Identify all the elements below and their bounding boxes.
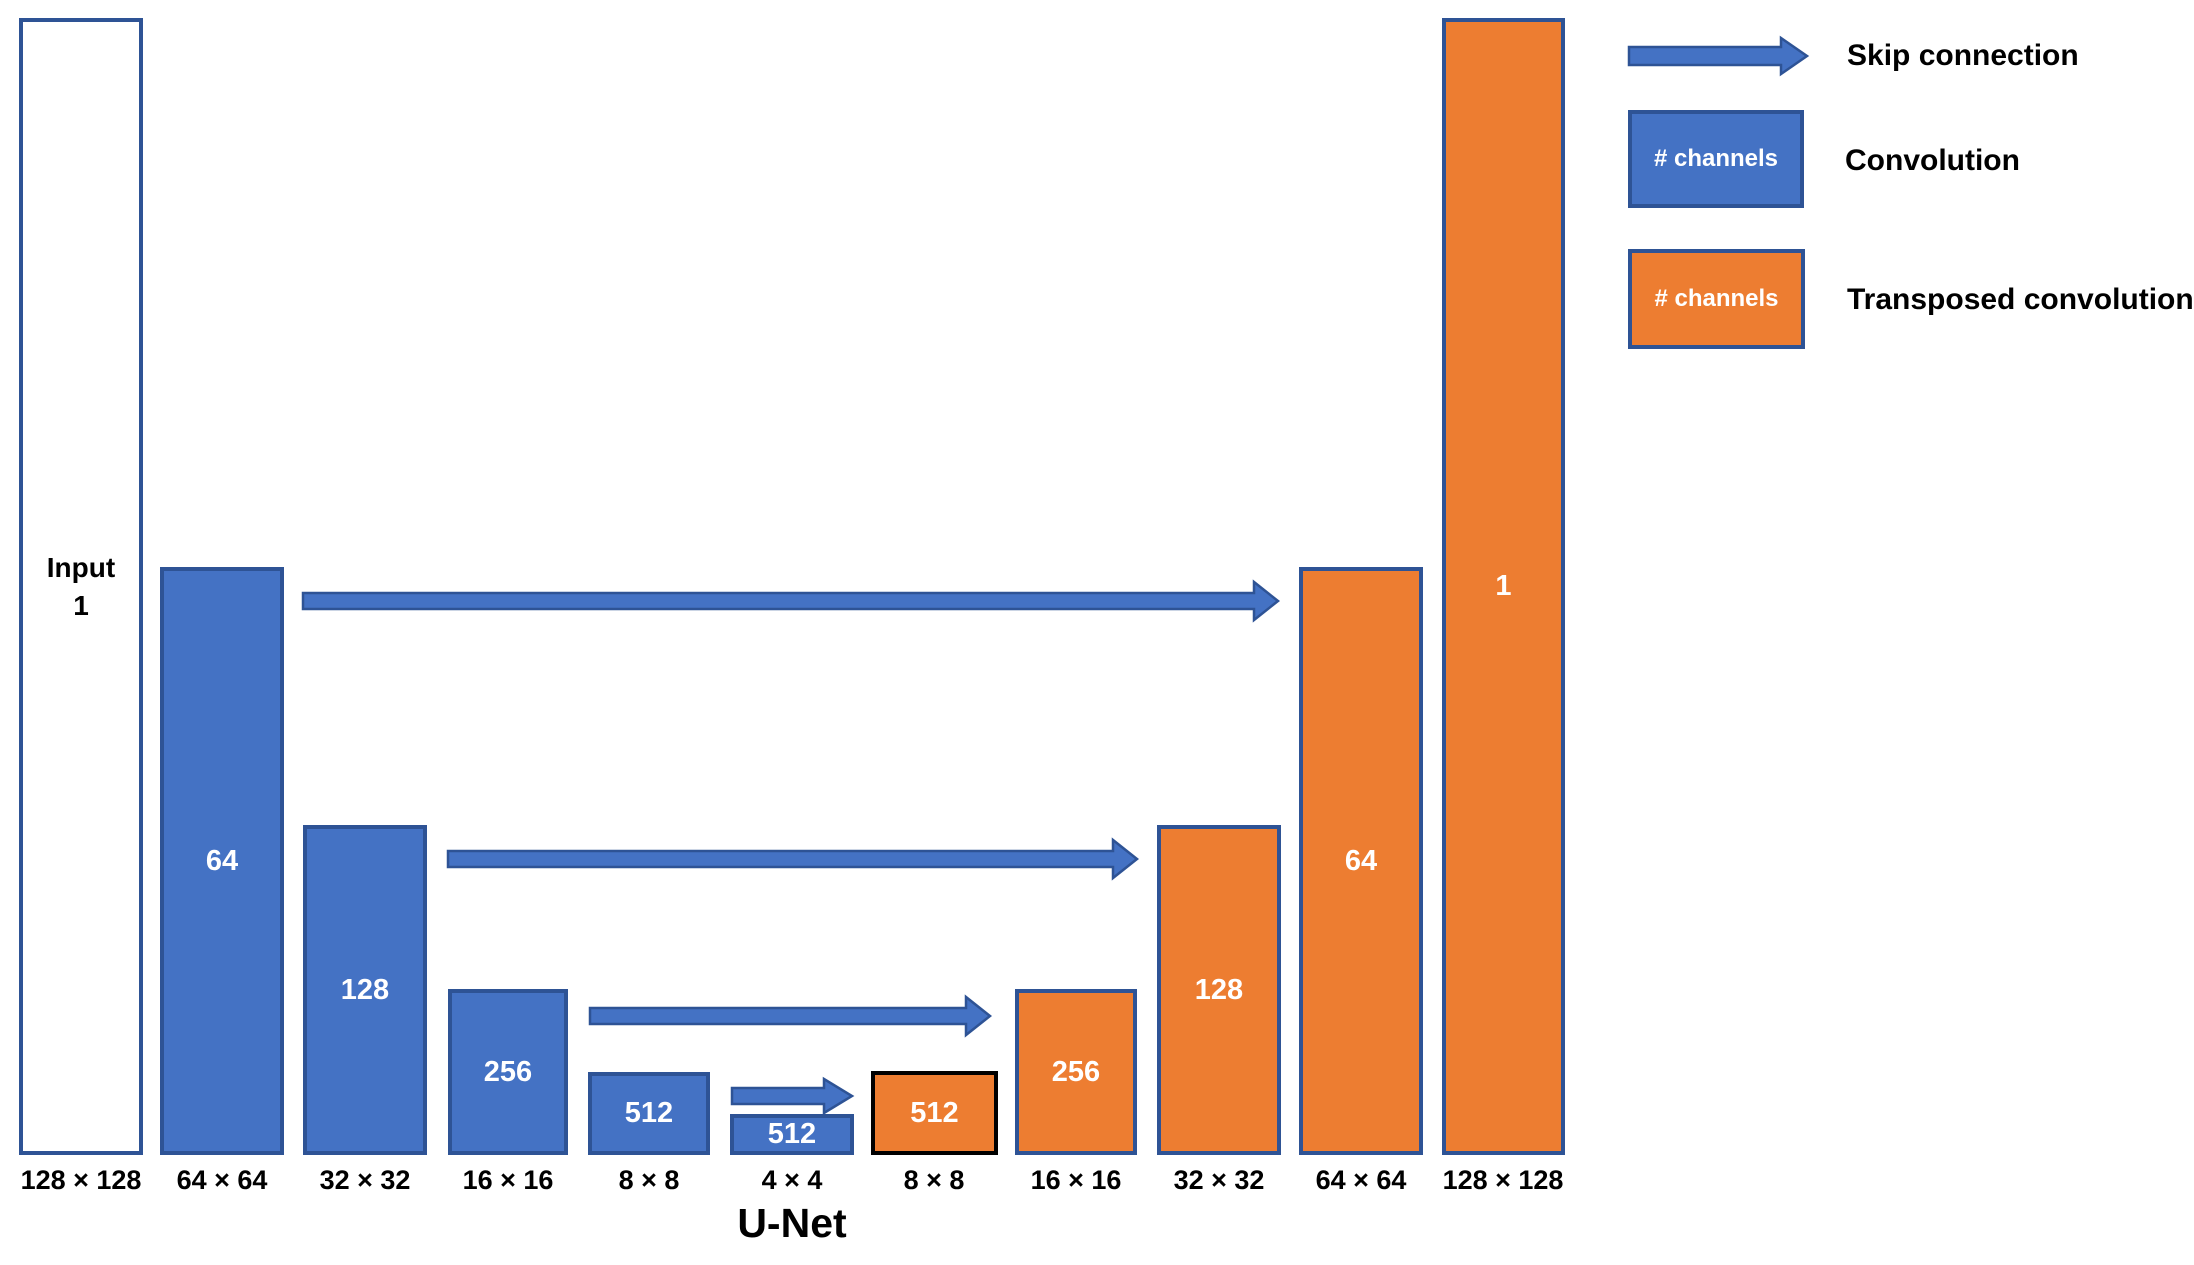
size-label-tconv128: 32 × 32	[1173, 1165, 1265, 1195]
conv-block-512: 512	[588, 1072, 710, 1155]
conv-block-128-channels: 128	[340, 973, 390, 1006]
skip-connection-arrow-level2	[446, 837, 1140, 881]
size-label-conv512: 8 × 8	[618, 1165, 680, 1195]
output-block-1: 1	[1442, 18, 1565, 1155]
size-label-tconv64: 64 × 64	[1315, 1165, 1407, 1195]
size-label-output: 128 × 128	[1442, 1165, 1564, 1195]
input-block-label-line1: Input	[46, 551, 116, 583]
output-block-1-channels: 1	[1495, 570, 1512, 602]
input-block-label-line2: 1	[73, 589, 89, 621]
legend-convolution-swatch: # channels	[1628, 110, 1804, 208]
size-label-conv128: 32 × 32	[319, 1165, 411, 1195]
input-block: Input 1	[19, 18, 143, 1155]
legend-convolution-label: Convolution	[1845, 144, 2020, 177]
tconv-block-256: 256	[1015, 989, 1137, 1155]
legend-transposed-label: Transposed convolution	[1847, 283, 2194, 316]
tconv-block-64-channels: 64	[1344, 844, 1378, 877]
tconv-block-256-channels: 256	[1051, 1055, 1101, 1088]
conv-block-512-channels: 512	[624, 1097, 674, 1129]
skip-connection-arrow-level3	[588, 994, 993, 1038]
legend-transposed-swatch-text: # channels	[1654, 285, 1779, 312]
size-label-conv64: 64 × 64	[176, 1165, 268, 1195]
size-label-tconv256: 16 × 16	[1030, 1165, 1122, 1195]
size-label-input: 128 × 128	[20, 1165, 142, 1195]
conv-block-256-channels: 256	[483, 1055, 533, 1088]
conv-block-64-channels: 64	[205, 844, 239, 877]
tconv-block-64: 64	[1299, 567, 1423, 1155]
skip-connection-arrow-level4	[730, 1076, 855, 1116]
tconv-block-512-channels: 512	[910, 1096, 959, 1129]
diagram-title: U-Net	[737, 1200, 847, 1246]
conv-block-128: 128	[303, 825, 427, 1155]
skip-connection-arrow-level1	[301, 579, 1281, 623]
legend-transposed-swatch: # channels	[1628, 249, 1805, 349]
legend-skip-arrow-icon	[1627, 35, 1810, 77]
tconv-block-128: 128	[1157, 825, 1281, 1155]
tconv-block-512: 512	[871, 1071, 998, 1155]
tconv-block-128-channels: 128	[1194, 973, 1244, 1006]
conv-block-64: 64	[160, 567, 284, 1155]
size-label-tconv512: 8 × 8	[903, 1165, 965, 1195]
conv-block-256: 256	[448, 989, 568, 1155]
size-label-conv256: 16 × 16	[462, 1165, 554, 1195]
conv-block-512-bottom-channels: 512	[767, 1118, 817, 1150]
size-label-bottleneck: 4 × 4	[761, 1165, 823, 1195]
legend-convolution-swatch-text: # channels	[1653, 145, 1779, 172]
conv-block-512-bottom: 512	[730, 1114, 854, 1155]
legend-skip-label: Skip connection	[1847, 39, 2079, 72]
